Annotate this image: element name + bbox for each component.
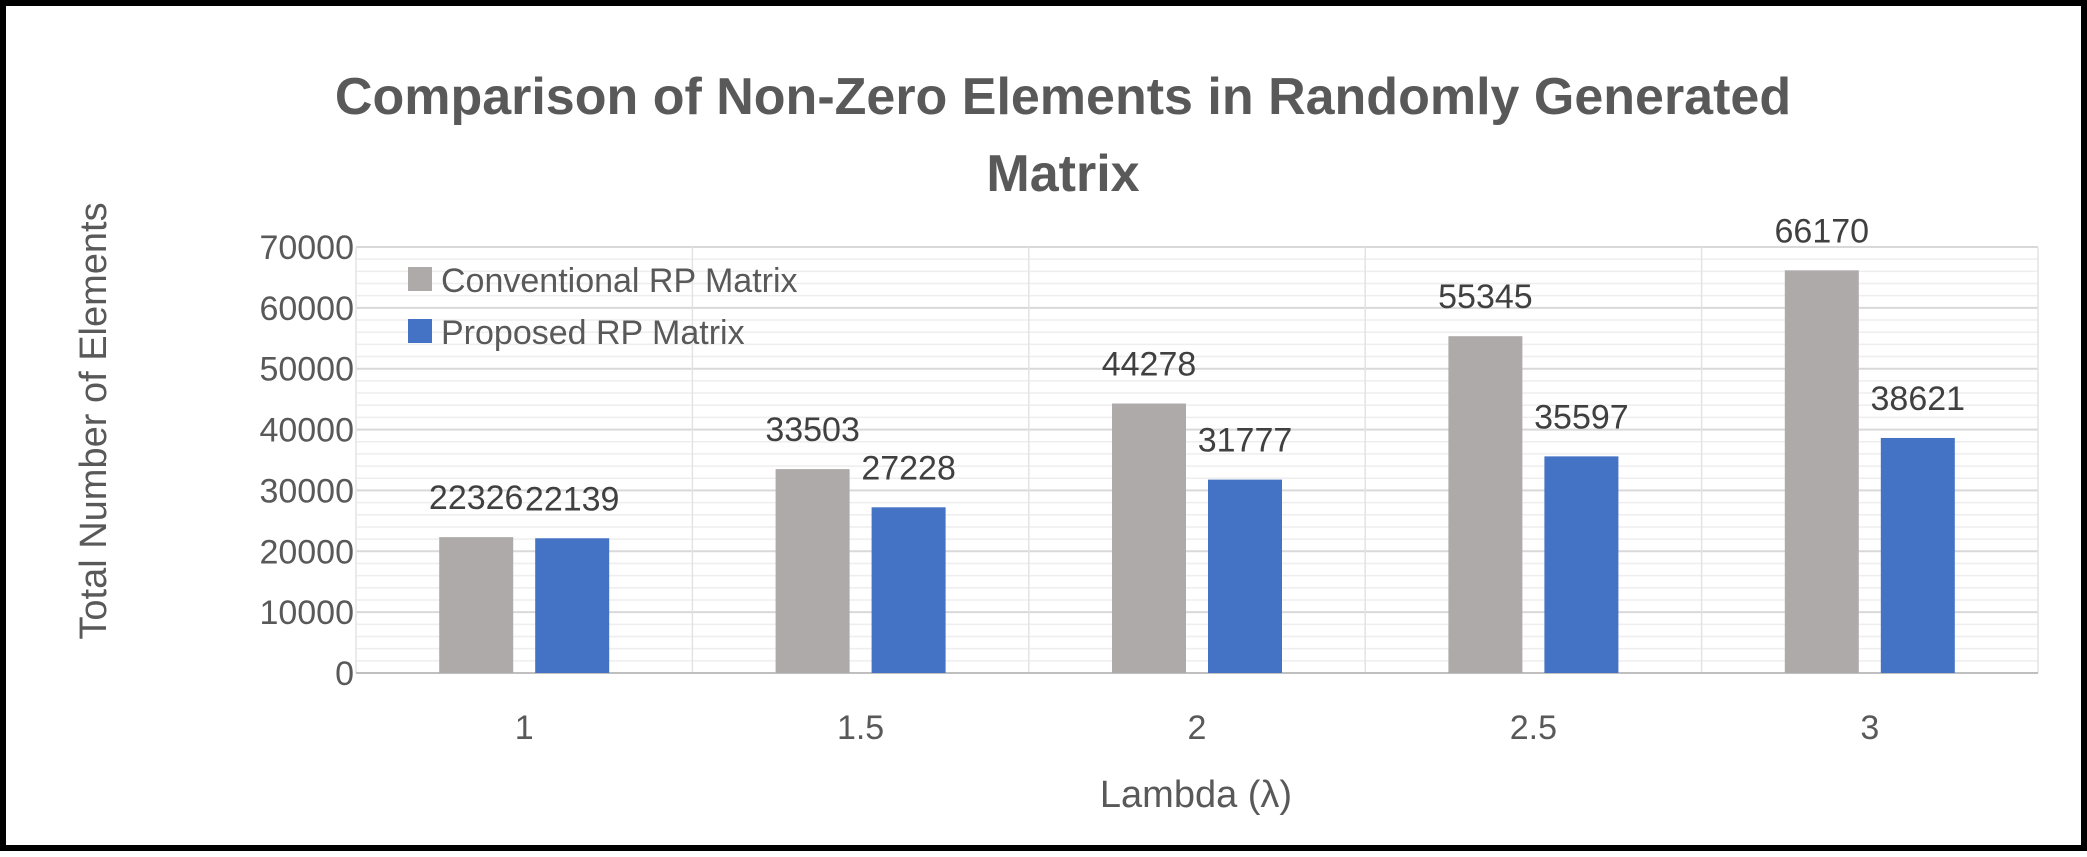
y-tick-label: 10000 bbox=[259, 594, 354, 632]
bar-value-label: 35597 bbox=[1534, 398, 1629, 436]
bars bbox=[439, 270, 1955, 673]
legend-label: Proposed RP Matrix bbox=[441, 314, 745, 352]
bar-value-label: 38621 bbox=[1871, 380, 1966, 418]
chart-title-line-2: Matrix bbox=[986, 145, 1139, 203]
bar bbox=[775, 469, 850, 673]
bar-value-label: 22139 bbox=[525, 480, 620, 518]
x-tick-label: 1 bbox=[515, 709, 534, 747]
y-tick-label: 30000 bbox=[259, 472, 354, 510]
legend-swatch bbox=[408, 319, 432, 343]
y-tick-label: 70000 bbox=[259, 229, 354, 267]
x-tick-label: 3 bbox=[1860, 709, 1879, 747]
y-tick-label: 0 bbox=[335, 655, 354, 693]
y-tick-label: 60000 bbox=[259, 290, 354, 328]
legend-label: Conventional RP Matrix bbox=[441, 262, 798, 300]
bar bbox=[871, 507, 946, 673]
x-axis-title: Lambda (λ) bbox=[1100, 774, 1292, 816]
bar bbox=[1784, 270, 1859, 673]
gridlines bbox=[355, 246, 2039, 674]
y-tick-label: 40000 bbox=[259, 412, 354, 450]
y-axis-title: Total Number of Elements bbox=[73, 202, 115, 639]
bar-value-label: 22326 bbox=[429, 479, 524, 517]
bar bbox=[1544, 456, 1619, 673]
y-axis-ticks: 0 10000 20000 30000 40000 50000 60000 70000 bbox=[259, 229, 354, 693]
bar-value-label: 31777 bbox=[1198, 422, 1293, 460]
chart-title-line-1: Comparison of Non-Zero Elements in Rando… bbox=[335, 68, 1791, 126]
x-axis-ticks: 1 1.5 2 2.5 3 bbox=[515, 709, 1880, 747]
y-tick-label: 50000 bbox=[259, 351, 354, 389]
bar-chart: Comparison of Non-Zero Elements in Rando… bbox=[73, 68, 2039, 816]
x-tick-label: 1.5 bbox=[837, 709, 884, 747]
bar-value-label: 27228 bbox=[861, 449, 956, 487]
bar-value-label: 66170 bbox=[1775, 212, 1870, 250]
legend: Conventional RP Matrix Proposed RP Matrix bbox=[408, 262, 798, 352]
legend-swatch bbox=[408, 267, 432, 291]
bar bbox=[1208, 479, 1282, 673]
data-labels: 22326 33503 44278 55345 66170 22139 27228 31777… bbox=[429, 212, 1965, 518]
bar-value-label: 44278 bbox=[1102, 346, 1197, 384]
bar bbox=[535, 538, 610, 673]
bar bbox=[1448, 336, 1523, 673]
x-tick-label: 2.5 bbox=[1510, 709, 1557, 747]
bar bbox=[1880, 437, 1955, 673]
y-tick-label: 20000 bbox=[259, 533, 354, 571]
bar bbox=[439, 537, 514, 673]
bar bbox=[1112, 403, 1186, 673]
x-tick-label: 2 bbox=[1188, 709, 1207, 747]
bar-value-label: 33503 bbox=[765, 411, 860, 449]
bar-value-label: 55345 bbox=[1438, 278, 1533, 316]
